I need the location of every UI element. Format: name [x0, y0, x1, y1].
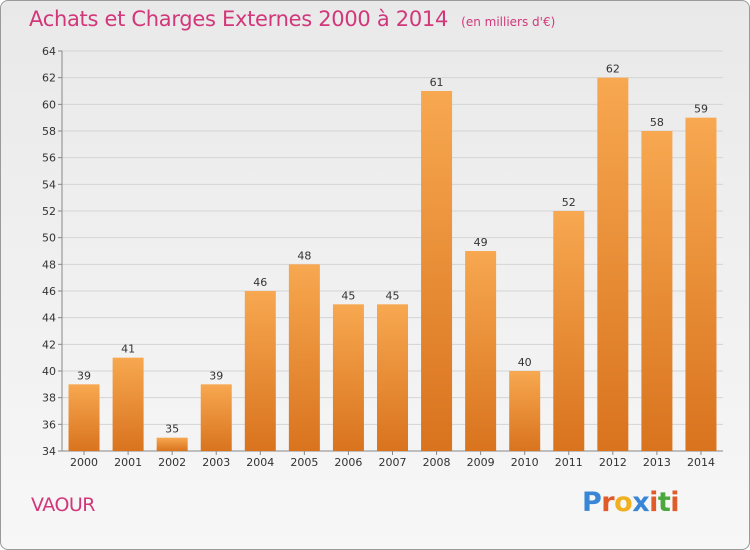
bar-value-label: 62	[606, 63, 620, 76]
bar	[244, 291, 276, 451]
x-tick-label: 2008	[423, 456, 451, 469]
x-tick-label: 2007	[379, 456, 407, 469]
x-tick-label: 2003	[202, 456, 230, 469]
bar	[200, 384, 232, 451]
logo-letter: r	[601, 487, 615, 518]
bar-value-label: 40	[518, 356, 532, 369]
bar-value-label: 59	[694, 103, 708, 116]
y-tick-labels: 34 36 38 40 42 44 46 48 50 52 54 56 58 60 62 64	[42, 45, 56, 458]
bar-value-label: 39	[209, 369, 223, 382]
bar-value-label: 58	[650, 116, 664, 129]
bar-value-label: 39	[77, 369, 91, 382]
x-tick-label: 2014	[687, 456, 715, 469]
logo-letter: t	[657, 487, 671, 518]
bar-value-label: 61	[430, 76, 444, 89]
y-tick-label: 60	[42, 98, 56, 111]
commune-name: VAOUR	[31, 494, 96, 516]
bar	[509, 371, 541, 451]
y-tick-label: 54	[42, 178, 56, 191]
y-tick-label: 36	[42, 418, 56, 431]
y-tick-label: 42	[42, 338, 56, 351]
y-tick-label: 58	[42, 125, 56, 138]
logo-letter: P	[582, 487, 602, 518]
chart-title: Achats et Charges Externes 2000 à 2014	[29, 7, 449, 31]
y-tick-label: 50	[42, 232, 56, 245]
bar	[288, 264, 320, 451]
bar	[641, 131, 673, 451]
bar	[597, 77, 629, 452]
x-tick-label: 2013	[643, 456, 671, 469]
bar	[553, 211, 585, 451]
chart-subtitle: (en milliers d'€)	[461, 15, 556, 29]
bar	[685, 117, 717, 452]
y-tick-label: 48	[42, 258, 56, 271]
y-tick-label: 62	[42, 72, 56, 85]
bar	[68, 384, 100, 451]
x-tick-labels: 2000 2001 2002 2003 2004 2005 2006 2007 2008 2009…	[70, 456, 715, 469]
x-tick-label: 2010	[511, 456, 539, 469]
bar-value-label: 45	[341, 289, 355, 302]
y-tick-label: 44	[42, 312, 56, 325]
x-tick-label: 2006	[334, 456, 362, 469]
bar	[377, 304, 408, 451]
logo-letter: i	[649, 487, 658, 518]
bar-value-label: 49	[474, 236, 488, 249]
y-tick-label: 46	[42, 285, 56, 298]
bar-value-label: 48	[297, 249, 311, 262]
x-tick-label: 2005	[290, 456, 318, 469]
logo-letter: x	[632, 487, 650, 518]
bar-value-label: 46	[253, 276, 267, 289]
data-labels: 39 41 35 39 46 48 45 45 61 49 40 52 62 58 59	[77, 63, 708, 436]
x-tick-label: 2011	[555, 456, 583, 469]
x-tick-label: 2001	[114, 456, 142, 469]
bar	[332, 304, 364, 451]
logo-letter: i	[670, 487, 680, 518]
x-tick-label: 2004	[246, 456, 274, 469]
x-tick-label: 2012	[599, 456, 627, 469]
bar	[156, 437, 188, 451]
x-tick-label: 2009	[467, 456, 495, 469]
y-tick-label: 64	[42, 45, 56, 58]
y-tick-label: 56	[42, 152, 56, 165]
y-tick-label: 52	[42, 205, 56, 218]
bar	[465, 251, 497, 451]
bar-value-label: 45	[386, 289, 400, 302]
bars	[68, 77, 717, 452]
x-tick-label: 2000	[70, 456, 98, 469]
logo-letter: o	[614, 487, 633, 518]
bar-value-label: 41	[121, 343, 135, 356]
y-tick-label: 40	[42, 365, 56, 378]
y-tick-label: 38	[42, 392, 56, 405]
x-tick-label: 2002	[158, 456, 186, 469]
proxiti-logo: Proxiti	[582, 487, 680, 518]
bar-value-label: 52	[562, 196, 576, 209]
bar	[112, 357, 144, 451]
y-tick-label: 34	[42, 445, 56, 458]
bar-value-label: 35	[165, 423, 179, 436]
bar	[421, 91, 453, 451]
title-row: Achats et Charges Externes 2000 à 2014 (…	[29, 7, 555, 31]
